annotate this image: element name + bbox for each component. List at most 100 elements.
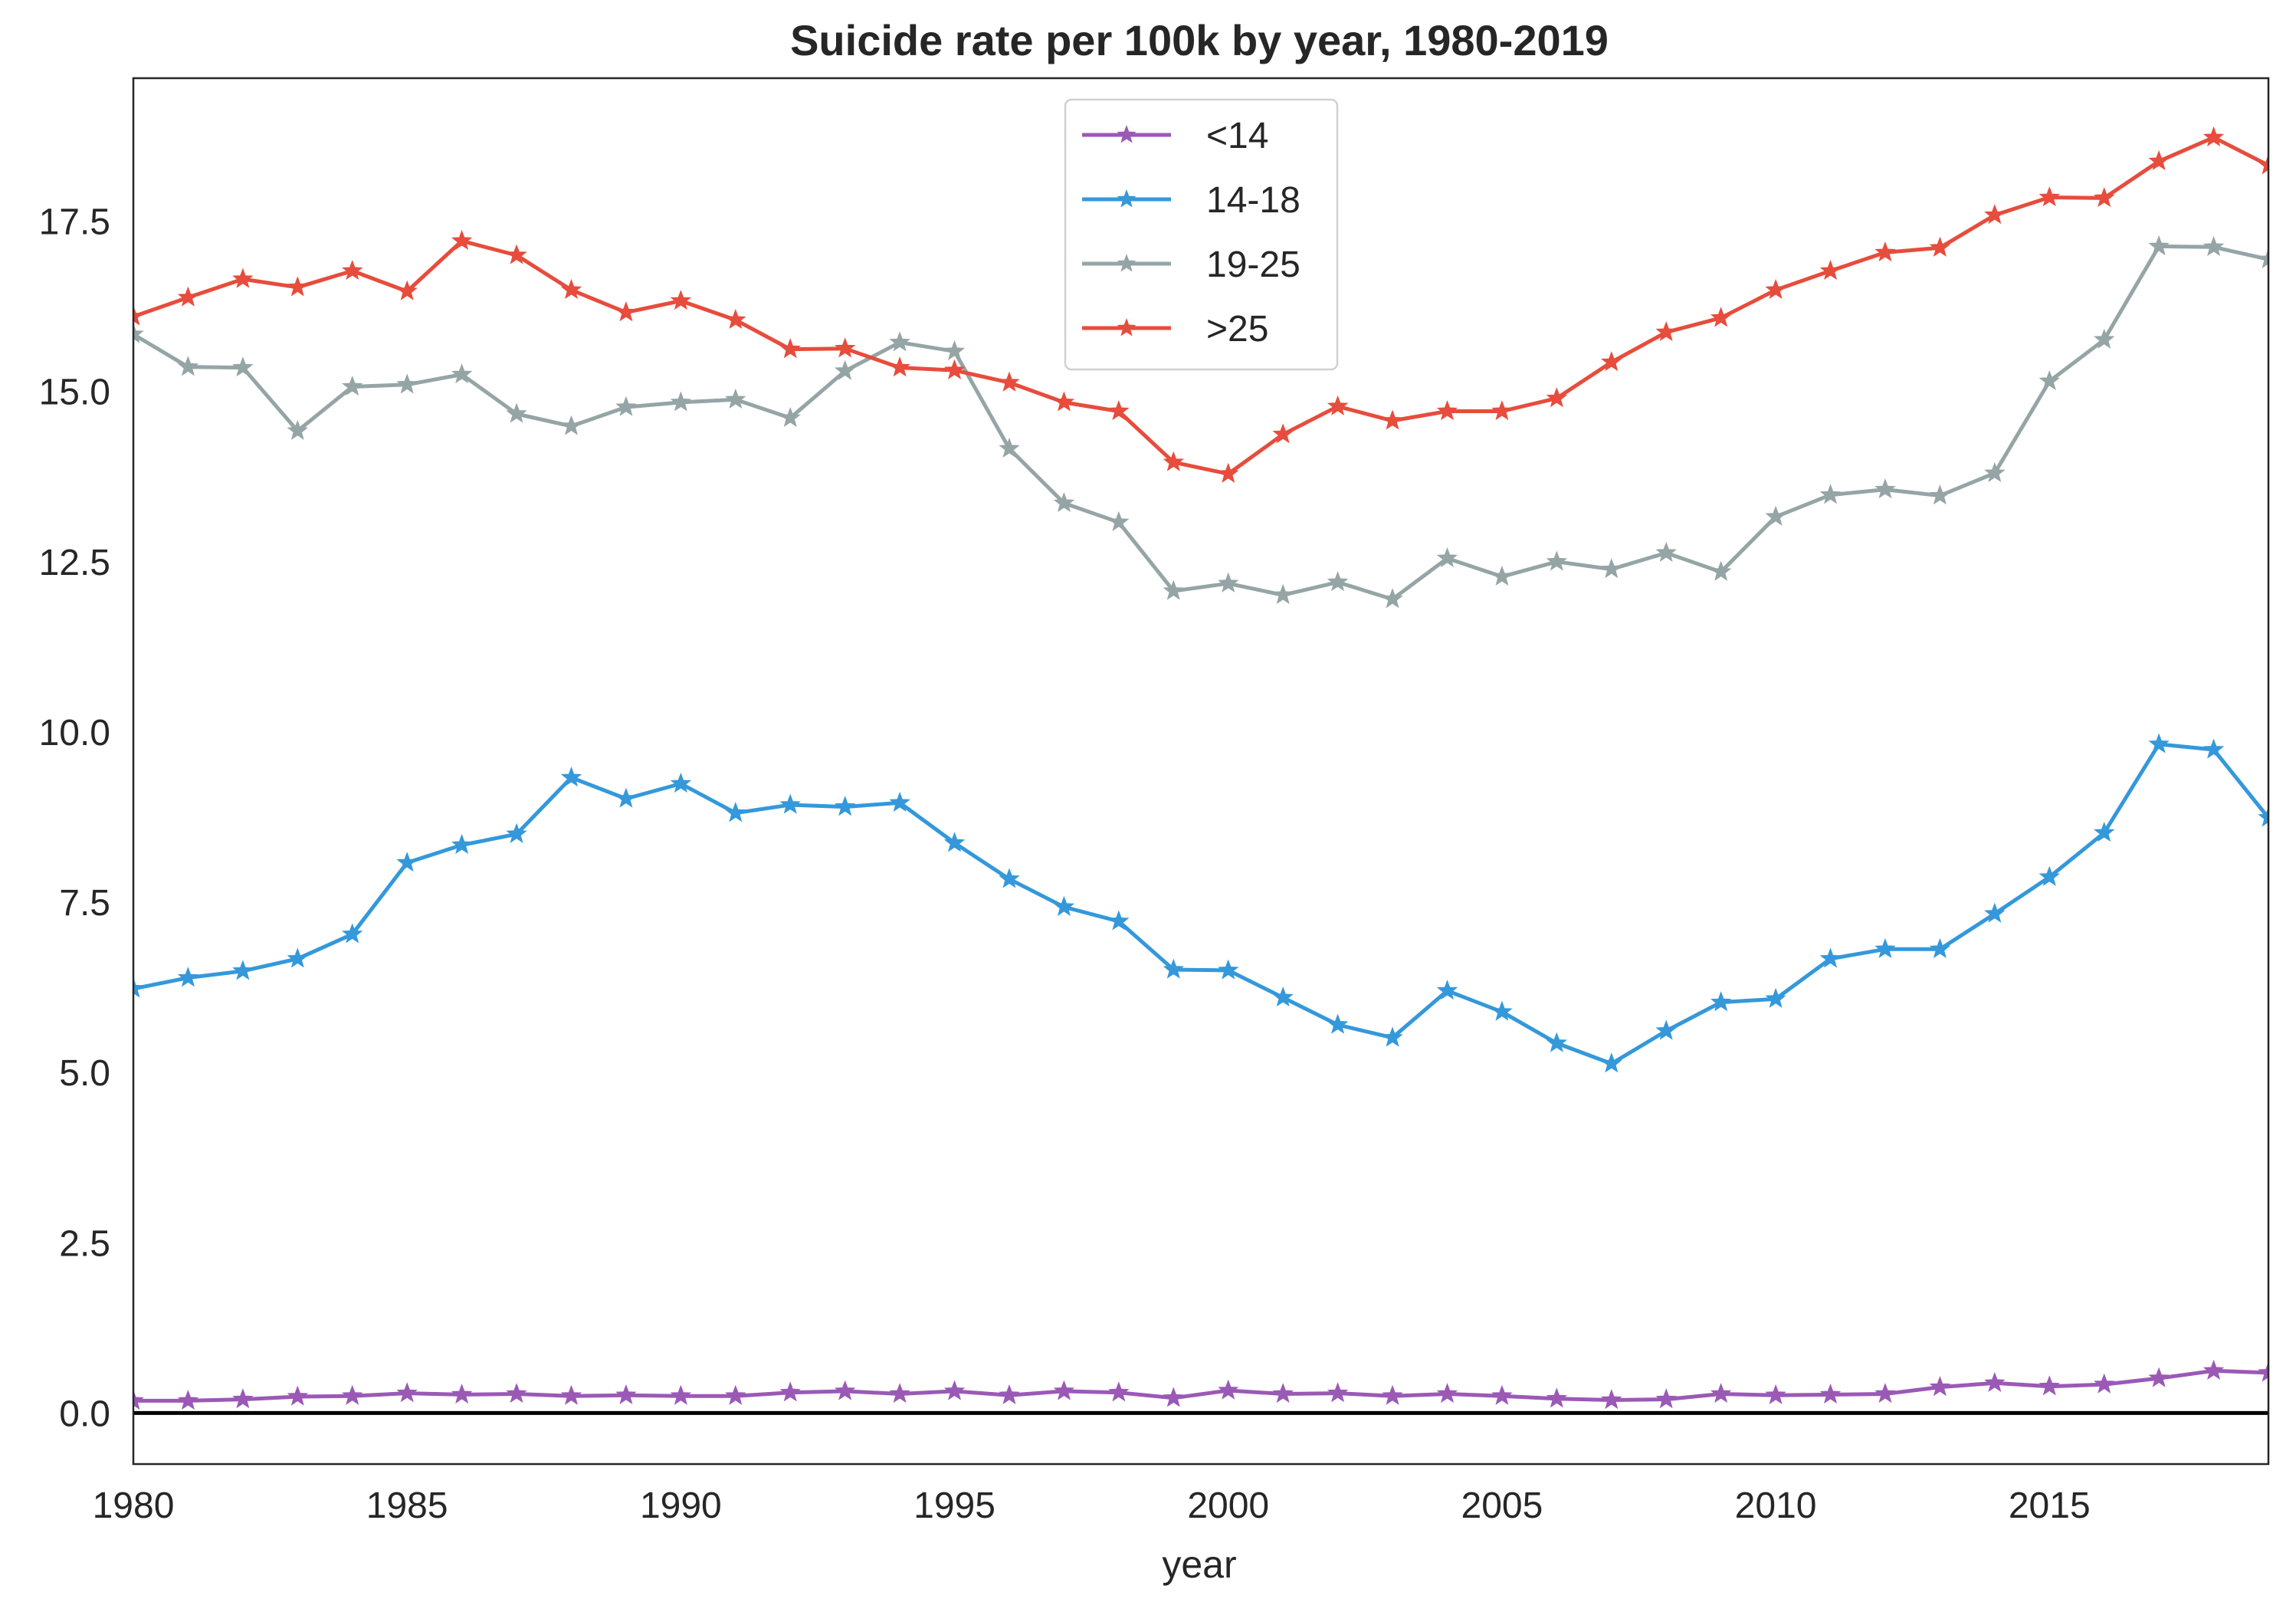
legend-item: 14-18 [1082, 180, 1301, 221]
data-point [1546, 550, 1568, 571]
data-point [779, 1381, 801, 1402]
x-tick-label: 1990 [640, 1486, 722, 1526]
data-point [1655, 541, 1677, 562]
data-point [1655, 1019, 1677, 1040]
data-point [1436, 980, 1458, 1000]
data-point [1163, 579, 1184, 600]
data-point [2148, 149, 2170, 171]
data-point [287, 1385, 309, 1406]
x-tick-label: 1995 [913, 1486, 995, 1526]
legend-label: 14-18 [1206, 180, 1301, 221]
data-point [1875, 478, 1896, 499]
data-point [133, 305, 144, 326]
data-point [1218, 462, 1239, 483]
data-point [560, 415, 582, 435]
legend-marker [1117, 254, 1137, 272]
data-point [342, 923, 363, 944]
data-point [2203, 126, 2225, 146]
y-tick-label: 15.0 [39, 373, 110, 413]
data-point [1491, 1384, 1513, 1405]
legend-marker [1117, 318, 1137, 337]
data-point [1218, 959, 1239, 980]
data-point [1601, 1052, 1622, 1073]
data-point [1710, 1383, 1732, 1404]
data-point [1546, 1387, 1568, 1408]
data-point [1108, 910, 1130, 931]
data-point [232, 1388, 254, 1409]
data-point [342, 259, 363, 281]
data-point [342, 376, 363, 396]
legend-marker [1117, 189, 1137, 208]
data-point [1875, 937, 1896, 958]
data-point [1601, 1389, 1622, 1410]
data-point [889, 331, 910, 352]
data-point [232, 356, 254, 377]
data-point [779, 338, 801, 359]
data-point [506, 1383, 527, 1404]
x-axis-label: year [1162, 1543, 1236, 1586]
data-point [1272, 583, 1294, 605]
data-point [1382, 1384, 1403, 1405]
data-point [396, 280, 418, 300]
y-tick-label: 2.5 [59, 1223, 110, 1264]
data-point [1984, 461, 2006, 482]
data-point [834, 337, 856, 358]
data-point [2148, 1367, 2170, 1387]
data-point [725, 388, 746, 409]
data-point [133, 977, 144, 998]
series-0 [133, 1359, 2268, 1410]
data-point [1819, 947, 1842, 968]
data-point [670, 772, 692, 793]
data-point [1053, 391, 1075, 412]
data-point [2039, 1375, 2060, 1396]
data-point [1929, 236, 1951, 257]
data-point [133, 1389, 144, 1410]
data-point [1163, 451, 1184, 471]
data-point [1929, 484, 1951, 505]
legend-label: >25 [1206, 309, 1268, 350]
data-point [834, 359, 856, 380]
y-tick-label: 7.5 [59, 883, 110, 924]
data-point [1546, 387, 1568, 408]
y-tick-label: 10.0 [39, 713, 110, 753]
data-point [1546, 1032, 1568, 1052]
data-point [725, 802, 746, 822]
data-point [834, 1380, 856, 1400]
x-tick-label: 2010 [1735, 1486, 1817, 1526]
data-point [2093, 328, 2115, 349]
data-point [177, 286, 199, 307]
data-point [670, 391, 692, 412]
x-tick-label: 2005 [1461, 1486, 1543, 1526]
data-point [779, 793, 801, 814]
data-point [943, 1380, 966, 1400]
legend-marker [1117, 125, 1137, 143]
data-point [1108, 1381, 1130, 1402]
x-tick-label: 2015 [2009, 1486, 2091, 1526]
data-point [2093, 186, 2115, 208]
plot-series-group [133, 126, 2268, 1415]
legend-item: >25 [1082, 309, 1268, 350]
data-point [451, 363, 473, 384]
data-point [2203, 235, 2225, 257]
data-point [396, 852, 418, 872]
legend-item: 19-25 [1082, 245, 1301, 285]
data-point [1382, 588, 1403, 609]
data-point [2039, 865, 2060, 886]
data-point [999, 371, 1020, 392]
data-point [451, 833, 473, 855]
data-point [2093, 1373, 2115, 1394]
data-point [1601, 351, 1622, 372]
data-point [2258, 1361, 2268, 1382]
data-point [834, 796, 856, 816]
data-point [1875, 1383, 1896, 1404]
data-point [396, 1382, 418, 1403]
data-point [506, 244, 527, 264]
data-point [560, 766, 582, 787]
axes: 1980 1985 1990 1995 2000 2005 2010 2015 0.0 2.5 5.… [39, 77, 2270, 1526]
data-point [1491, 565, 1513, 586]
data-point [1053, 895, 1075, 916]
data-point [1710, 991, 1732, 1012]
data-point [1053, 491, 1075, 513]
data-point [1929, 937, 1951, 958]
